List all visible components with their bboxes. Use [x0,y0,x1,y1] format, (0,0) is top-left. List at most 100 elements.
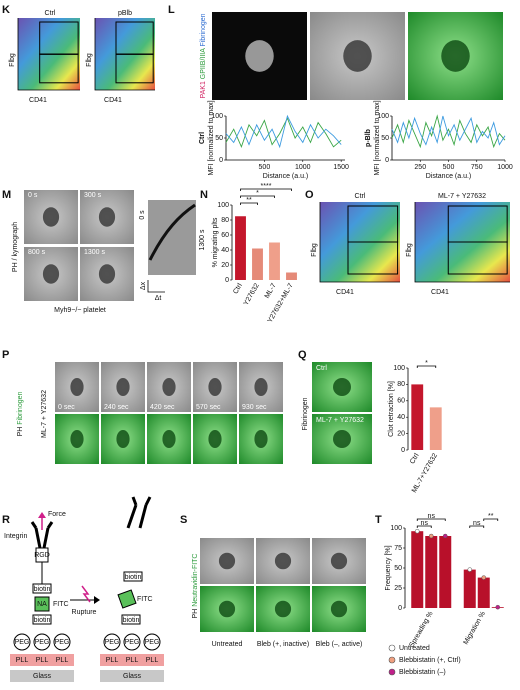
plot-title: pBlb [118,10,132,17]
diagram-label: PLL [106,657,119,664]
condition: Untreated [212,641,243,648]
diagram-label: RGD [34,552,50,559]
plot-title: ML-7 + Y27632 [438,193,486,200]
diagram-label: PEG [105,639,120,646]
condition: ML-7 + Y27632 [41,390,48,438]
channel: Fibrinogen [17,392,24,425]
bar-point [429,533,434,539]
time-label: 0 s [28,192,38,199]
significance-bracket [416,365,437,368]
diagram-label: Glass [123,673,141,680]
x-tick-label: Spreading % [408,610,434,648]
y-tick-label: 100 [390,525,402,532]
x-tick-label: Ctrl [232,282,244,295]
plot-title: Ctrl [355,193,366,200]
cell [441,40,470,72]
y-tick-label: 40 [221,247,229,254]
axis-label: CD41 [29,97,47,104]
bar-point [495,604,500,610]
y-tick-label: 75 [394,545,402,552]
legend-label: Blebbistatin (+, Ctrl) [399,657,461,664]
cell [330,552,348,570]
axis-label: Flbg [406,243,413,257]
significance-label: ns [421,520,429,527]
panel-letter: M [2,189,11,201]
cell [274,552,292,570]
axis-label: Flbg [311,243,318,257]
y-tick-label: 50 [381,135,389,142]
cell [274,600,292,618]
y-tick-label: 60 [397,398,405,405]
diagram-label: NA [37,601,47,608]
axis-label: CD41 [431,289,449,296]
x-axis-label: Distance (a.u.) [426,173,472,180]
x-tick-label: 1000 [295,164,311,171]
diagram-label: PLL [56,657,69,664]
chart-title: p-Blb [365,129,372,147]
diagram-label: PEG [35,639,50,646]
diagram-label: biotin [34,617,51,624]
y-tick-label: 80 [221,217,229,224]
y-tick-label: 50 [394,565,402,572]
cell [254,430,268,448]
x-tick-label: Migration % [463,610,488,646]
chart-title: Ctrl [199,132,206,144]
legend-marker [388,656,396,664]
y-axis-label: MFI [normalized to max] [374,100,381,175]
cell [116,430,130,448]
image-label: Ctrl [316,365,327,372]
y-tick-label: 0 [219,157,223,164]
cell [98,207,116,227]
gate [39,53,79,84]
kymo-label: Δt [155,295,162,302]
panel-letter: T [375,514,382,526]
bar [411,384,424,450]
y-tick-label: 0 [398,605,402,612]
bar [439,536,452,608]
legend-label: Blebbistatin (–) [399,669,446,676]
diagram-label: PEG [55,639,70,646]
x-tick-label: 1000 [497,164,513,171]
significance-label: ** [488,513,494,520]
significance-label: **** [261,183,272,190]
kymo-trace [148,203,196,261]
panel-letter: O [305,189,314,201]
bar [252,248,263,280]
y-tick-label: 40 [397,414,405,421]
plot-title: Ctrl [45,10,56,17]
y-tick-label: 100 [393,365,405,372]
y-tick-label: 0 [225,277,229,284]
line-series [225,114,342,149]
significance-bracket [240,195,275,198]
cell [42,264,60,284]
line-series [391,115,506,146]
channel: Fibrinogen [302,397,309,430]
y-axis-label: % migrating plts [212,217,219,267]
x-tick-label: 1500 [333,164,349,171]
cell [254,378,268,396]
side-label: PH Fibrinogen [17,392,24,437]
time-label: 240 sec [104,404,129,411]
panel-letter: K [2,4,10,16]
significance-label: ** [246,197,252,204]
significance-bracket [416,518,446,521]
ph: PH [192,609,199,619]
diagram-label: PLL [146,657,159,664]
diagram-label: FITC [53,601,69,608]
bar [411,531,424,608]
diagram-label: biotin [34,586,51,593]
caption: Myh9−/− platelet [54,307,106,314]
y-tick-label: 25 [394,585,402,592]
channel: GPIIB/IIIA [200,48,207,79]
legend-marker [388,668,396,676]
bar-point [481,575,486,580]
time-label: 800 s [28,249,46,256]
cell [343,40,372,72]
diagram [10,496,164,682]
kymo-label: 1300 s [199,229,206,251]
diagram-label: biotin [123,617,140,624]
y-tick-label: 50 [215,135,223,142]
cell [70,378,84,396]
significance-label: * [425,360,428,367]
cell [162,378,176,396]
